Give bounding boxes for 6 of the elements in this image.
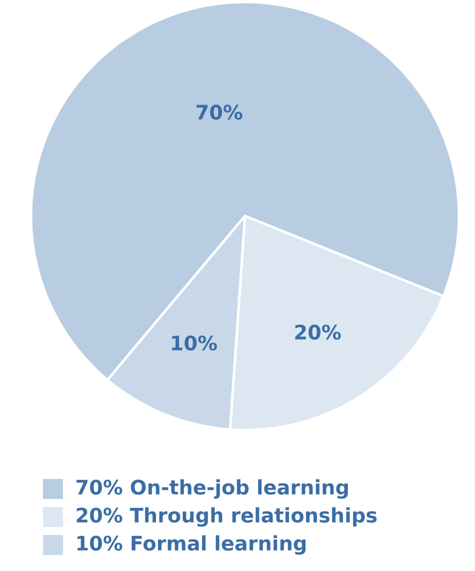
data-label: 70% (196, 104, 242, 120)
legend-label: 70% On-the-job learning (76, 479, 348, 499)
data-label: 20% (295, 324, 341, 340)
legend-label: 10% Formal learning (77, 535, 306, 555)
data-label: 10% (172, 335, 217, 351)
legend-label: 20% Through relationships (76, 507, 377, 527)
